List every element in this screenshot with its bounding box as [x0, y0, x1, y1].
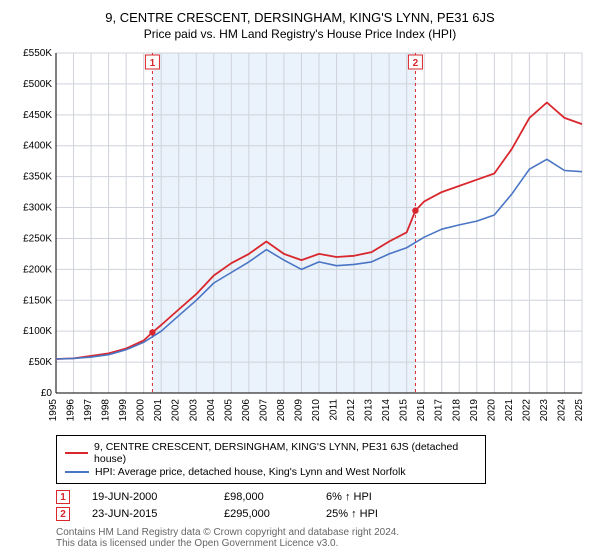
- svg-text:£550K: £550K: [23, 49, 52, 59]
- svg-text:2006: 2006: [241, 399, 252, 422]
- legend-label-hpi: HPI: Average price, detached house, King…: [95, 466, 406, 478]
- svg-text:2004: 2004: [206, 399, 217, 422]
- svg-text:2002: 2002: [171, 399, 182, 422]
- svg-text:1999: 1999: [118, 399, 129, 422]
- svg-text:2001: 2001: [153, 399, 164, 422]
- plot-area: £0 £50K £100K £150K £200K £250K £300K £350K £400…: [12, 49, 588, 429]
- svg-text:2024: 2024: [556, 399, 567, 422]
- sales-table: 1 19-JUN-2000 £98,000 6% ↑ HPI 2 23-JUN-…: [56, 490, 588, 521]
- svg-text:2008: 2008: [276, 399, 287, 422]
- svg-text:£200K: £200K: [23, 264, 52, 275]
- legend-swatch-property: [65, 452, 88, 454]
- svg-text:1998: 1998: [101, 399, 112, 422]
- svg-text:2005: 2005: [223, 399, 234, 422]
- svg-text:£450K: £450K: [23, 110, 52, 121]
- svg-text:2014: 2014: [381, 399, 392, 422]
- svg-text:2017: 2017: [434, 399, 445, 422]
- svg-text:£400K: £400K: [23, 141, 52, 152]
- svg-text:2012: 2012: [346, 399, 357, 422]
- svg-text:2025: 2025: [574, 399, 585, 422]
- chart-svg: £0 £50K £100K £150K £200K £250K £300K £350K £400…: [12, 49, 588, 429]
- svg-text:2013: 2013: [364, 399, 375, 422]
- chart-title: 9, CENTRE CRESCENT, DERSINGHAM, KING'S L…: [12, 10, 588, 25]
- svg-text:£350K: £350K: [23, 172, 52, 183]
- svg-text:1: 1: [150, 58, 156, 69]
- legend-row-property: 9, CENTRE CRESCENT, DERSINGHAM, KING'S L…: [65, 441, 477, 465]
- svg-text:2007: 2007: [258, 399, 269, 422]
- footer-line: Contains HM Land Registry data © Crown c…: [56, 527, 588, 538]
- marker-icon: 2: [56, 507, 70, 521]
- legend-row-hpi: HPI: Average price, detached house, King…: [65, 466, 477, 478]
- sale-delta: 6% ↑ HPI: [326, 491, 416, 503]
- svg-text:£300K: £300K: [23, 203, 52, 214]
- svg-text:1997: 1997: [83, 399, 94, 422]
- svg-text:2018: 2018: [451, 399, 462, 422]
- legend-label-property: 9, CENTRE CRESCENT, DERSINGHAM, KING'S L…: [94, 441, 477, 465]
- svg-text:2022: 2022: [521, 399, 532, 422]
- sales-row: 2 23-JUN-2015 £295,000 25% ↑ HPI: [56, 507, 588, 521]
- svg-text:2021: 2021: [504, 399, 515, 422]
- svg-text:2015: 2015: [399, 399, 410, 422]
- svg-text:2009: 2009: [293, 399, 304, 422]
- sales-row: 1 19-JUN-2000 £98,000 6% ↑ HPI: [56, 490, 588, 504]
- footer-line: This data is licensed under the Open Gov…: [56, 538, 588, 549]
- svg-text:2010: 2010: [311, 399, 322, 422]
- svg-text:2019: 2019: [469, 399, 480, 422]
- sale-price: £98,000: [224, 491, 304, 503]
- svg-text:2003: 2003: [188, 399, 199, 422]
- legend: 9, CENTRE CRESCENT, DERSINGHAM, KING'S L…: [56, 435, 486, 484]
- svg-text:2023: 2023: [539, 399, 550, 422]
- sale-price: £295,000: [224, 508, 304, 520]
- footer: Contains HM Land Registry data © Crown c…: [56, 527, 588, 549]
- svg-text:2: 2: [413, 58, 419, 69]
- svg-text:2016: 2016: [416, 399, 427, 422]
- svg-text:2000: 2000: [136, 399, 147, 422]
- svg-text:£150K: £150K: [23, 295, 52, 306]
- marker-icon: 1: [56, 490, 70, 504]
- svg-text:2011: 2011: [329, 399, 340, 421]
- chart-subtitle: Price paid vs. HM Land Registry's House …: [12, 27, 588, 41]
- sale-date: 23-JUN-2015: [92, 508, 202, 520]
- svg-text:1995: 1995: [48, 399, 59, 422]
- sale-delta: 25% ↑ HPI: [326, 508, 416, 520]
- legend-swatch-hpi: [65, 471, 89, 473]
- chart-container: 9, CENTRE CRESCENT, DERSINGHAM, KING'S L…: [0, 0, 600, 555]
- svg-text:£50K: £50K: [29, 357, 53, 368]
- svg-text:£0: £0: [41, 388, 53, 399]
- svg-text:2020: 2020: [486, 399, 497, 422]
- svg-text:£500K: £500K: [23, 79, 52, 90]
- svg-text:£100K: £100K: [23, 326, 52, 337]
- svg-text:£250K: £250K: [23, 233, 52, 244]
- svg-text:1996: 1996: [66, 399, 77, 422]
- sale-date: 19-JUN-2000: [92, 491, 202, 503]
